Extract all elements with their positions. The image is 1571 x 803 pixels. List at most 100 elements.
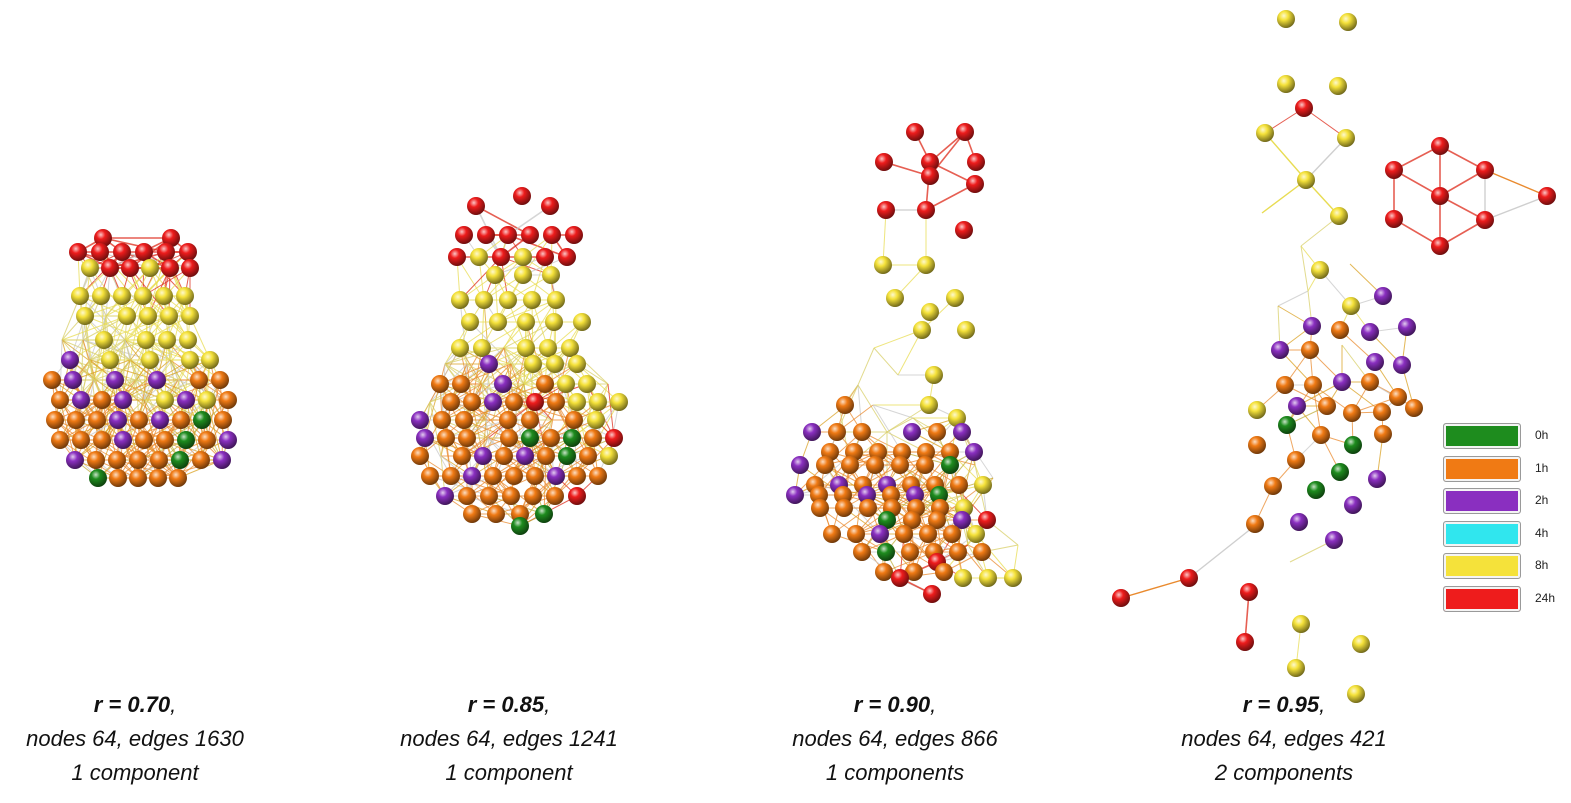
node: [43, 371, 61, 389]
edge: [164, 379, 221, 401]
node: [130, 411, 148, 429]
edge: [445, 419, 509, 439]
node: [568, 393, 586, 411]
node: [198, 431, 216, 449]
edge: [84, 295, 144, 317]
legend-label: 24h: [1535, 590, 1556, 605]
edge: [143, 419, 203, 441]
node: [121, 259, 139, 277]
nodes: [43, 229, 237, 487]
node: [442, 393, 460, 411]
node: [953, 423, 971, 441]
node: [46, 411, 64, 429]
node: [51, 391, 69, 409]
node: [433, 411, 451, 429]
edge: [475, 205, 531, 236]
node: [946, 289, 964, 307]
node: [51, 431, 69, 449]
node: [176, 287, 194, 305]
node: [954, 569, 972, 587]
node: [499, 291, 517, 309]
node: [853, 543, 871, 561]
r-value-label: r = 0.95: [1242, 692, 1320, 717]
node: [437, 429, 455, 447]
node: [1339, 13, 1357, 31]
node: [480, 487, 498, 505]
node: [467, 197, 485, 215]
node: [177, 431, 195, 449]
node: [1397, 599, 1415, 617]
node: [600, 447, 618, 465]
legend-swatch: [1443, 488, 1521, 514]
node: [1342, 297, 1360, 315]
node: [965, 443, 983, 461]
node: [461, 313, 479, 331]
legend-item-8h: 8h: [1440, 550, 1564, 583]
edge: [450, 383, 504, 403]
node: [1389, 388, 1407, 406]
node: [1385, 210, 1403, 228]
node: [1311, 261, 1329, 279]
node: [584, 429, 602, 447]
edge: [122, 379, 179, 401]
edge: [1264, 132, 1307, 181]
node: [486, 266, 504, 284]
edge: [72, 359, 131, 381]
node: [64, 371, 82, 389]
node: [416, 429, 434, 447]
edge: [886, 417, 914, 433]
node: [535, 505, 553, 523]
edge: [492, 383, 546, 403]
node: [141, 259, 159, 277]
comma: ,: [170, 692, 177, 717]
node: [916, 456, 934, 474]
stats-label: nodes 64, edges 866: [792, 726, 998, 751]
edge: [488, 495, 545, 515]
edge: [607, 383, 615, 439]
node: [1277, 10, 1295, 28]
node: [156, 431, 174, 449]
nodes: [411, 187, 628, 535]
node: [181, 259, 199, 277]
node: [967, 153, 985, 171]
edge: [143, 379, 200, 401]
edge: [466, 495, 521, 515]
node: [526, 467, 544, 485]
node: [1325, 531, 1343, 549]
node: [494, 375, 512, 393]
node: [179, 243, 197, 261]
node: [93, 391, 111, 409]
node: [484, 467, 502, 485]
node: [542, 429, 560, 447]
edge: [459, 256, 502, 301]
node: [563, 429, 581, 447]
node: [517, 339, 535, 357]
node: [451, 291, 469, 309]
node: [421, 467, 439, 485]
edge: [882, 209, 887, 266]
node: [536, 248, 554, 266]
edge: [492, 455, 547, 477]
node: [411, 411, 429, 429]
node: [76, 307, 94, 325]
edge: [429, 383, 483, 403]
edge: [105, 315, 126, 341]
node: [1318, 397, 1336, 415]
edge: [89, 359, 98, 421]
legend-item-0h: 0h: [1440, 420, 1564, 453]
node: [139, 307, 157, 325]
node: [411, 447, 429, 465]
node: [1304, 376, 1322, 394]
legend-label: 4h: [1535, 525, 1549, 540]
edge: [185, 399, 202, 461]
edge: [1277, 290, 1309, 307]
node: [109, 411, 127, 429]
node: [895, 525, 913, 543]
edge: [975, 533, 1014, 579]
node: [134, 287, 152, 305]
node: [1290, 513, 1308, 531]
node: [587, 411, 605, 429]
node: [1330, 207, 1348, 225]
node: [499, 226, 517, 244]
